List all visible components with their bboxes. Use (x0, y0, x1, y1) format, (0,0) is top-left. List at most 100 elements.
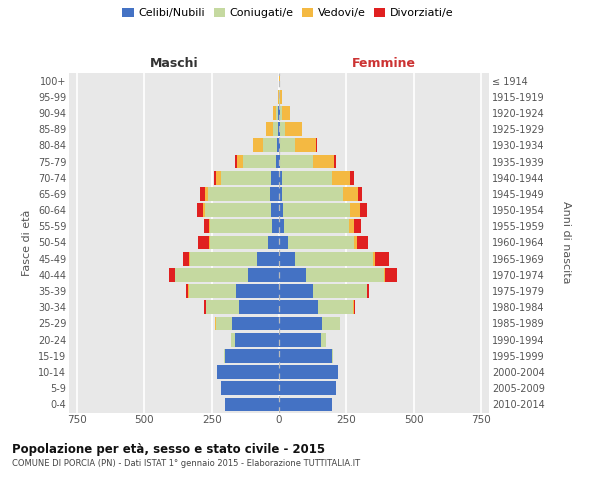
Bar (257, 252, 279, 266)
Bar (198, 236, 209, 250)
Bar (313, 154, 334, 168)
Bar (295, 138, 316, 152)
Bar (343, 187, 358, 201)
Bar (278, 90, 279, 104)
Bar (214, 171, 216, 184)
Bar (282, 187, 343, 201)
Bar (279, 220, 284, 233)
Bar (211, 220, 272, 233)
Bar (360, 203, 367, 217)
Bar (190, 252, 257, 266)
Bar (357, 236, 368, 250)
Bar (355, 236, 357, 250)
Bar (221, 382, 279, 395)
Bar (266, 122, 273, 136)
Bar (276, 154, 279, 168)
Bar (175, 268, 248, 282)
Bar (376, 252, 389, 266)
Bar (280, 154, 313, 168)
Bar (200, 187, 205, 201)
Bar (239, 300, 279, 314)
Bar (225, 398, 279, 411)
Bar (279, 252, 295, 266)
Bar (232, 316, 279, 330)
Bar (235, 333, 279, 346)
Bar (236, 284, 279, 298)
Bar (271, 171, 279, 184)
Bar (279, 154, 280, 168)
Bar (263, 138, 277, 152)
Bar (279, 300, 318, 314)
Bar (367, 284, 370, 298)
Text: Popolazione per età, sesso e stato civile - 2015: Popolazione per età, sesso e stato civil… (12, 442, 325, 456)
Bar (216, 316, 232, 330)
Bar (279, 236, 289, 250)
Bar (373, 252, 376, 266)
Bar (279, 138, 280, 152)
Bar (279, 398, 331, 411)
Bar (205, 187, 208, 201)
Bar (253, 138, 263, 152)
Bar (318, 300, 353, 314)
Bar (182, 252, 190, 266)
Bar (322, 316, 340, 330)
Legend: Celibi/Nubili, Coniugati/e, Vedovi/e, Divorziati/e: Celibi/Nubili, Coniugati/e, Vedovi/e, Di… (120, 6, 456, 20)
Bar (189, 284, 236, 298)
Bar (279, 365, 338, 379)
Bar (272, 220, 279, 233)
Bar (350, 171, 353, 184)
Bar (185, 284, 188, 298)
Bar (279, 382, 335, 395)
Bar (208, 187, 269, 201)
Bar (268, 236, 279, 250)
Bar (244, 154, 276, 168)
Bar (273, 106, 277, 120)
Bar (279, 333, 321, 346)
Bar (282, 106, 290, 120)
Bar (271, 203, 279, 217)
Bar (306, 268, 384, 282)
Bar (283, 203, 350, 217)
Text: Femmine: Femmine (352, 57, 416, 70)
Text: Maschi: Maschi (149, 57, 199, 70)
Y-axis label: Anni di nascita: Anni di nascita (562, 201, 571, 283)
Bar (295, 252, 373, 266)
Bar (279, 349, 331, 362)
Bar (235, 154, 237, 168)
Bar (206, 300, 239, 314)
Bar (209, 236, 211, 250)
Bar (353, 300, 355, 314)
Bar (331, 171, 350, 184)
Bar (203, 203, 205, 217)
Bar (280, 122, 285, 136)
Bar (334, 154, 337, 168)
Bar (355, 220, 361, 233)
Bar (217, 365, 279, 379)
Bar (331, 349, 333, 362)
Bar (279, 284, 313, 298)
Bar (350, 203, 360, 217)
Bar (277, 106, 278, 120)
Bar (269, 187, 279, 201)
Bar (237, 154, 244, 168)
Bar (281, 171, 331, 184)
Bar (279, 203, 283, 217)
Bar (248, 268, 279, 282)
Bar (230, 333, 235, 346)
Bar (385, 268, 397, 282)
Bar (197, 203, 203, 217)
Bar (205, 300, 206, 314)
Bar (289, 236, 355, 250)
Bar (313, 284, 367, 298)
Bar (203, 220, 209, 233)
Bar (224, 349, 225, 362)
Bar (211, 236, 268, 250)
Bar (205, 203, 271, 217)
Text: COMUNE DI PORCIA (PN) - Dati ISTAT 1° gennaio 2015 - Elaborazione TUTTITALIA.IT: COMUNE DI PORCIA (PN) - Dati ISTAT 1° ge… (12, 459, 360, 468)
Bar (384, 268, 385, 282)
Bar (280, 138, 295, 152)
Bar (279, 187, 282, 201)
Bar (284, 220, 349, 233)
Bar (358, 187, 362, 201)
Bar (273, 122, 278, 136)
